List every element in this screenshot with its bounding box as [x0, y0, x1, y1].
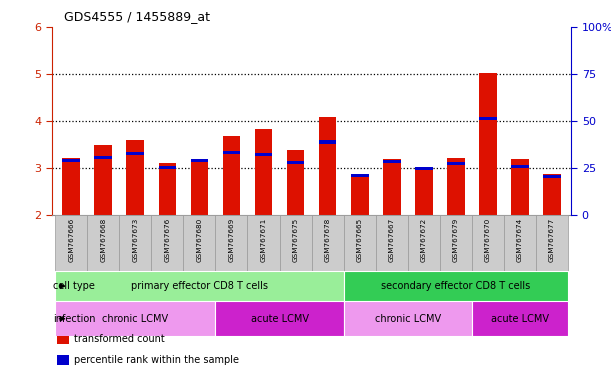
Text: GSM767671: GSM767671 — [260, 218, 266, 262]
Bar — [543, 175, 561, 178]
Bar — [511, 159, 529, 215]
Bar — [472, 301, 568, 336]
Bar — [447, 158, 465, 215]
Bar — [479, 73, 497, 215]
Bar — [126, 152, 144, 155]
Bar — [287, 150, 304, 215]
Bar — [57, 355, 69, 365]
Text: GSM767677: GSM767677 — [549, 218, 555, 262]
Bar — [287, 161, 304, 164]
Bar — [343, 301, 472, 336]
Text: GSM767670: GSM767670 — [485, 218, 491, 262]
Bar — [222, 151, 240, 154]
FancyBboxPatch shape — [472, 215, 504, 271]
Bar — [415, 167, 433, 170]
Bar — [55, 271, 343, 301]
FancyBboxPatch shape — [87, 215, 119, 271]
Text: acute LCMV: acute LCMV — [491, 314, 549, 324]
Text: cell type: cell type — [53, 281, 95, 291]
Text: infection: infection — [53, 314, 95, 324]
Bar — [57, 334, 69, 344]
FancyBboxPatch shape — [55, 215, 87, 271]
Bar — [55, 301, 216, 336]
Text: percentile rank within the sample: percentile rank within the sample — [74, 355, 239, 365]
Text: GSM767672: GSM767672 — [421, 218, 427, 262]
Bar — [255, 153, 273, 156]
Text: acute LCMV: acute LCMV — [251, 314, 309, 324]
FancyBboxPatch shape — [504, 215, 536, 271]
Text: secondary effector CD8 T cells: secondary effector CD8 T cells — [381, 281, 530, 291]
Bar — [95, 156, 112, 159]
Bar — [191, 159, 208, 162]
Bar — [222, 136, 240, 215]
Bar — [351, 177, 368, 215]
Text: GSM767667: GSM767667 — [389, 218, 395, 262]
Bar — [319, 141, 337, 144]
Bar — [447, 162, 465, 165]
Text: GSM767674: GSM767674 — [517, 218, 523, 262]
FancyBboxPatch shape — [408, 215, 440, 271]
Text: GSM767669: GSM767669 — [229, 218, 235, 262]
Bar — [62, 158, 80, 215]
FancyBboxPatch shape — [440, 215, 472, 271]
FancyBboxPatch shape — [152, 215, 183, 271]
Text: GSM767678: GSM767678 — [324, 218, 331, 262]
FancyBboxPatch shape — [216, 215, 247, 271]
Bar — [95, 146, 112, 215]
Bar — [216, 301, 343, 336]
Bar — [479, 117, 497, 120]
Bar — [383, 159, 401, 215]
FancyBboxPatch shape — [312, 215, 343, 271]
Bar — [255, 129, 273, 215]
Text: GSM767675: GSM767675 — [293, 218, 299, 262]
Bar — [343, 271, 568, 301]
Text: GSM767679: GSM767679 — [453, 218, 459, 262]
Bar — [158, 166, 176, 169]
Text: GSM767665: GSM767665 — [357, 218, 363, 262]
FancyBboxPatch shape — [183, 215, 216, 271]
Bar — [351, 174, 368, 177]
Bar — [543, 174, 561, 215]
Bar — [511, 165, 529, 168]
Bar — [415, 168, 433, 215]
Text: GDS4555 / 1455889_at: GDS4555 / 1455889_at — [64, 10, 210, 23]
Bar — [191, 162, 208, 215]
Text: primary effector CD8 T cells: primary effector CD8 T cells — [131, 281, 268, 291]
Text: GSM767676: GSM767676 — [164, 218, 170, 262]
FancyBboxPatch shape — [247, 215, 280, 271]
Text: GSM767680: GSM767680 — [196, 218, 202, 262]
FancyBboxPatch shape — [119, 215, 152, 271]
Text: GSM767666: GSM767666 — [68, 218, 74, 262]
Text: chronic LCMV: chronic LCMV — [375, 314, 441, 324]
Bar — [383, 160, 401, 163]
FancyBboxPatch shape — [280, 215, 312, 271]
FancyBboxPatch shape — [343, 215, 376, 271]
Bar — [158, 163, 176, 215]
Text: transformed count: transformed count — [74, 334, 165, 344]
FancyBboxPatch shape — [536, 215, 568, 271]
Text: GSM767668: GSM767668 — [100, 218, 106, 262]
Bar — [126, 140, 144, 215]
Text: chronic LCMV: chronic LCMV — [102, 314, 169, 324]
Bar — [319, 117, 337, 215]
Text: GSM767673: GSM767673 — [133, 218, 138, 262]
Bar — [62, 159, 80, 162]
FancyBboxPatch shape — [376, 215, 408, 271]
